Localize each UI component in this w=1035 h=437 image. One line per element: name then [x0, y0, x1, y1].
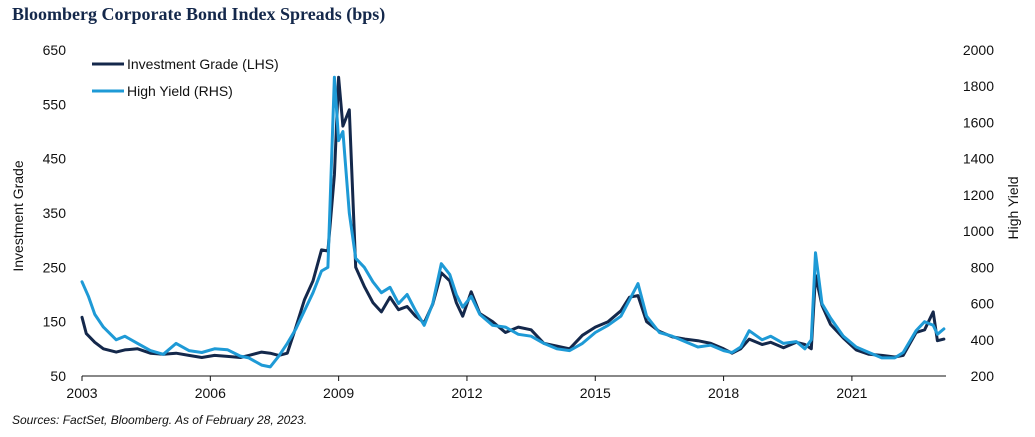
x-tick-label: 2003: [66, 385, 97, 401]
legend: Investment Grade (LHS) High Yield (RHS): [92, 56, 279, 99]
x-tick-label: 2021: [836, 385, 867, 401]
series-line-high-yield: [80, 75, 946, 369]
y-right-tick-label: 1800: [963, 78, 994, 94]
x-tick-label: 2009: [323, 385, 354, 401]
series-line-investment-grade: [80, 75, 946, 359]
y-left-tick-label: 150: [43, 314, 67, 330]
y-right-tick-label: 1200: [963, 187, 994, 203]
y-right-tick-label: 400: [971, 332, 995, 348]
y-right-tick-label: 1400: [963, 151, 994, 167]
y-left-tick-label: 450: [43, 151, 67, 167]
x-tick-label: 2012: [451, 385, 482, 401]
legend-label: Investment Grade (LHS): [127, 56, 279, 72]
y-left-tick-label: 550: [43, 96, 67, 112]
x-tick-label: 2015: [580, 385, 611, 401]
y-right-tick-label: 1600: [963, 114, 994, 130]
x-tick-label: 2006: [195, 385, 226, 401]
y-left-tick-label: 50: [50, 368, 66, 384]
y-left-axis-title: Investment Grade: [10, 160, 26, 271]
y-right-tick-label: 600: [971, 296, 995, 312]
y-left-tick-label: 250: [43, 259, 67, 275]
y-right-tick-label: 800: [971, 259, 995, 275]
x-tick-label: 2018: [708, 385, 739, 401]
y-left-tick-label: 650: [43, 42, 67, 58]
chart-title: Bloomberg Corporate Bond Index Spreads (…: [12, 4, 386, 24]
y-right-axis-title: High Yield: [1005, 176, 1021, 239]
y-left-tick-label: 350: [43, 205, 67, 221]
y-right-tick-label: 1000: [963, 223, 994, 239]
series-lines: [80, 75, 946, 369]
y-right-tick-label: 200: [971, 368, 995, 384]
source-note: Sources: FactSet, Bloomberg. As of Febru…: [12, 413, 308, 427]
axes: 2003 2006 2009 2012 2015 2018 2021 650 550 450 350…: [10, 42, 1021, 401]
legend-label: High Yield (RHS): [127, 83, 233, 99]
y-right-tick-label: 2000: [963, 42, 994, 58]
